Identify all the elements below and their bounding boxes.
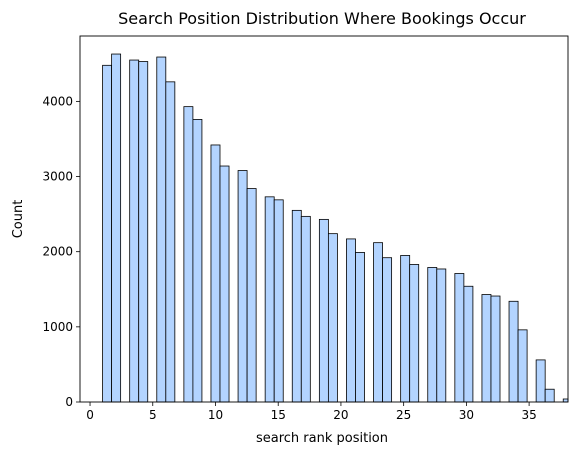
x-axis-ticks: 0 5 10 15 20 25 30 35	[86, 402, 537, 422]
histogram-bar	[318, 218, 329, 403]
histogram-bar	[490, 295, 501, 403]
x-tick-label: 35	[521, 408, 536, 422]
x-tick-label: 5	[149, 408, 157, 422]
histogram-bar	[562, 398, 569, 403]
y-tick-label: 1000	[42, 320, 73, 334]
histogram-bar	[409, 264, 420, 403]
x-tick-label: 15	[271, 408, 286, 422]
histogram-bar	[373, 242, 383, 403]
chart-title: Search Position Distribution Where Booki…	[118, 9, 526, 28]
histogram-bar	[183, 106, 194, 403]
x-tick-label: 10	[208, 408, 223, 422]
histogram-bar	[436, 268, 447, 403]
histogram-bar	[237, 170, 248, 403]
histogram-bar	[102, 64, 113, 403]
histogram-bar	[273, 199, 284, 403]
histogram-bar	[400, 255, 411, 403]
y-tick-label: 2000	[42, 245, 73, 259]
y-tick-label: 4000	[42, 94, 73, 108]
histogram-bar	[427, 267, 438, 403]
x-tick-label: 25	[396, 408, 411, 422]
histogram-bar	[264, 196, 275, 403]
histogram-bar	[355, 252, 365, 403]
histogram-bar	[544, 388, 555, 403]
histogram-bar	[382, 257, 393, 403]
y-tick-label: 0	[65, 395, 73, 409]
y-axis-ticks: 0 1000 2000 3000 4000	[42, 94, 80, 409]
histogram-bar	[327, 233, 338, 403]
histogram-bar	[481, 294, 492, 403]
histogram-bar	[454, 273, 465, 403]
histogram-bar	[535, 359, 546, 403]
histogram-bar	[508, 300, 519, 403]
x-axis-label: search rank position	[256, 431, 388, 446]
histogram-bar	[138, 61, 149, 403]
histogram-bar	[463, 285, 474, 403]
histogram-bar	[246, 188, 257, 403]
x-tick-label: 20	[333, 408, 348, 422]
histogram-bar	[219, 165, 230, 403]
histogram-bar	[291, 209, 302, 403]
y-axis-label: Count	[11, 200, 26, 239]
x-tick-label: 0	[86, 408, 94, 422]
histogram-bar	[192, 119, 203, 403]
histogram-bar	[129, 59, 140, 403]
histogram-bar	[210, 144, 221, 403]
x-tick-label: 30	[459, 408, 474, 422]
histogram-bar	[300, 215, 311, 403]
plot-frame	[79, 35, 569, 403]
y-tick-label: 3000	[42, 170, 73, 184]
histogram-bar	[111, 53, 122, 403]
bar-series	[102, 53, 569, 403]
histogram-bar	[165, 81, 176, 403]
histogram-bar	[346, 238, 356, 403]
histogram-bar	[517, 329, 528, 403]
histogram-bar	[156, 56, 167, 403]
